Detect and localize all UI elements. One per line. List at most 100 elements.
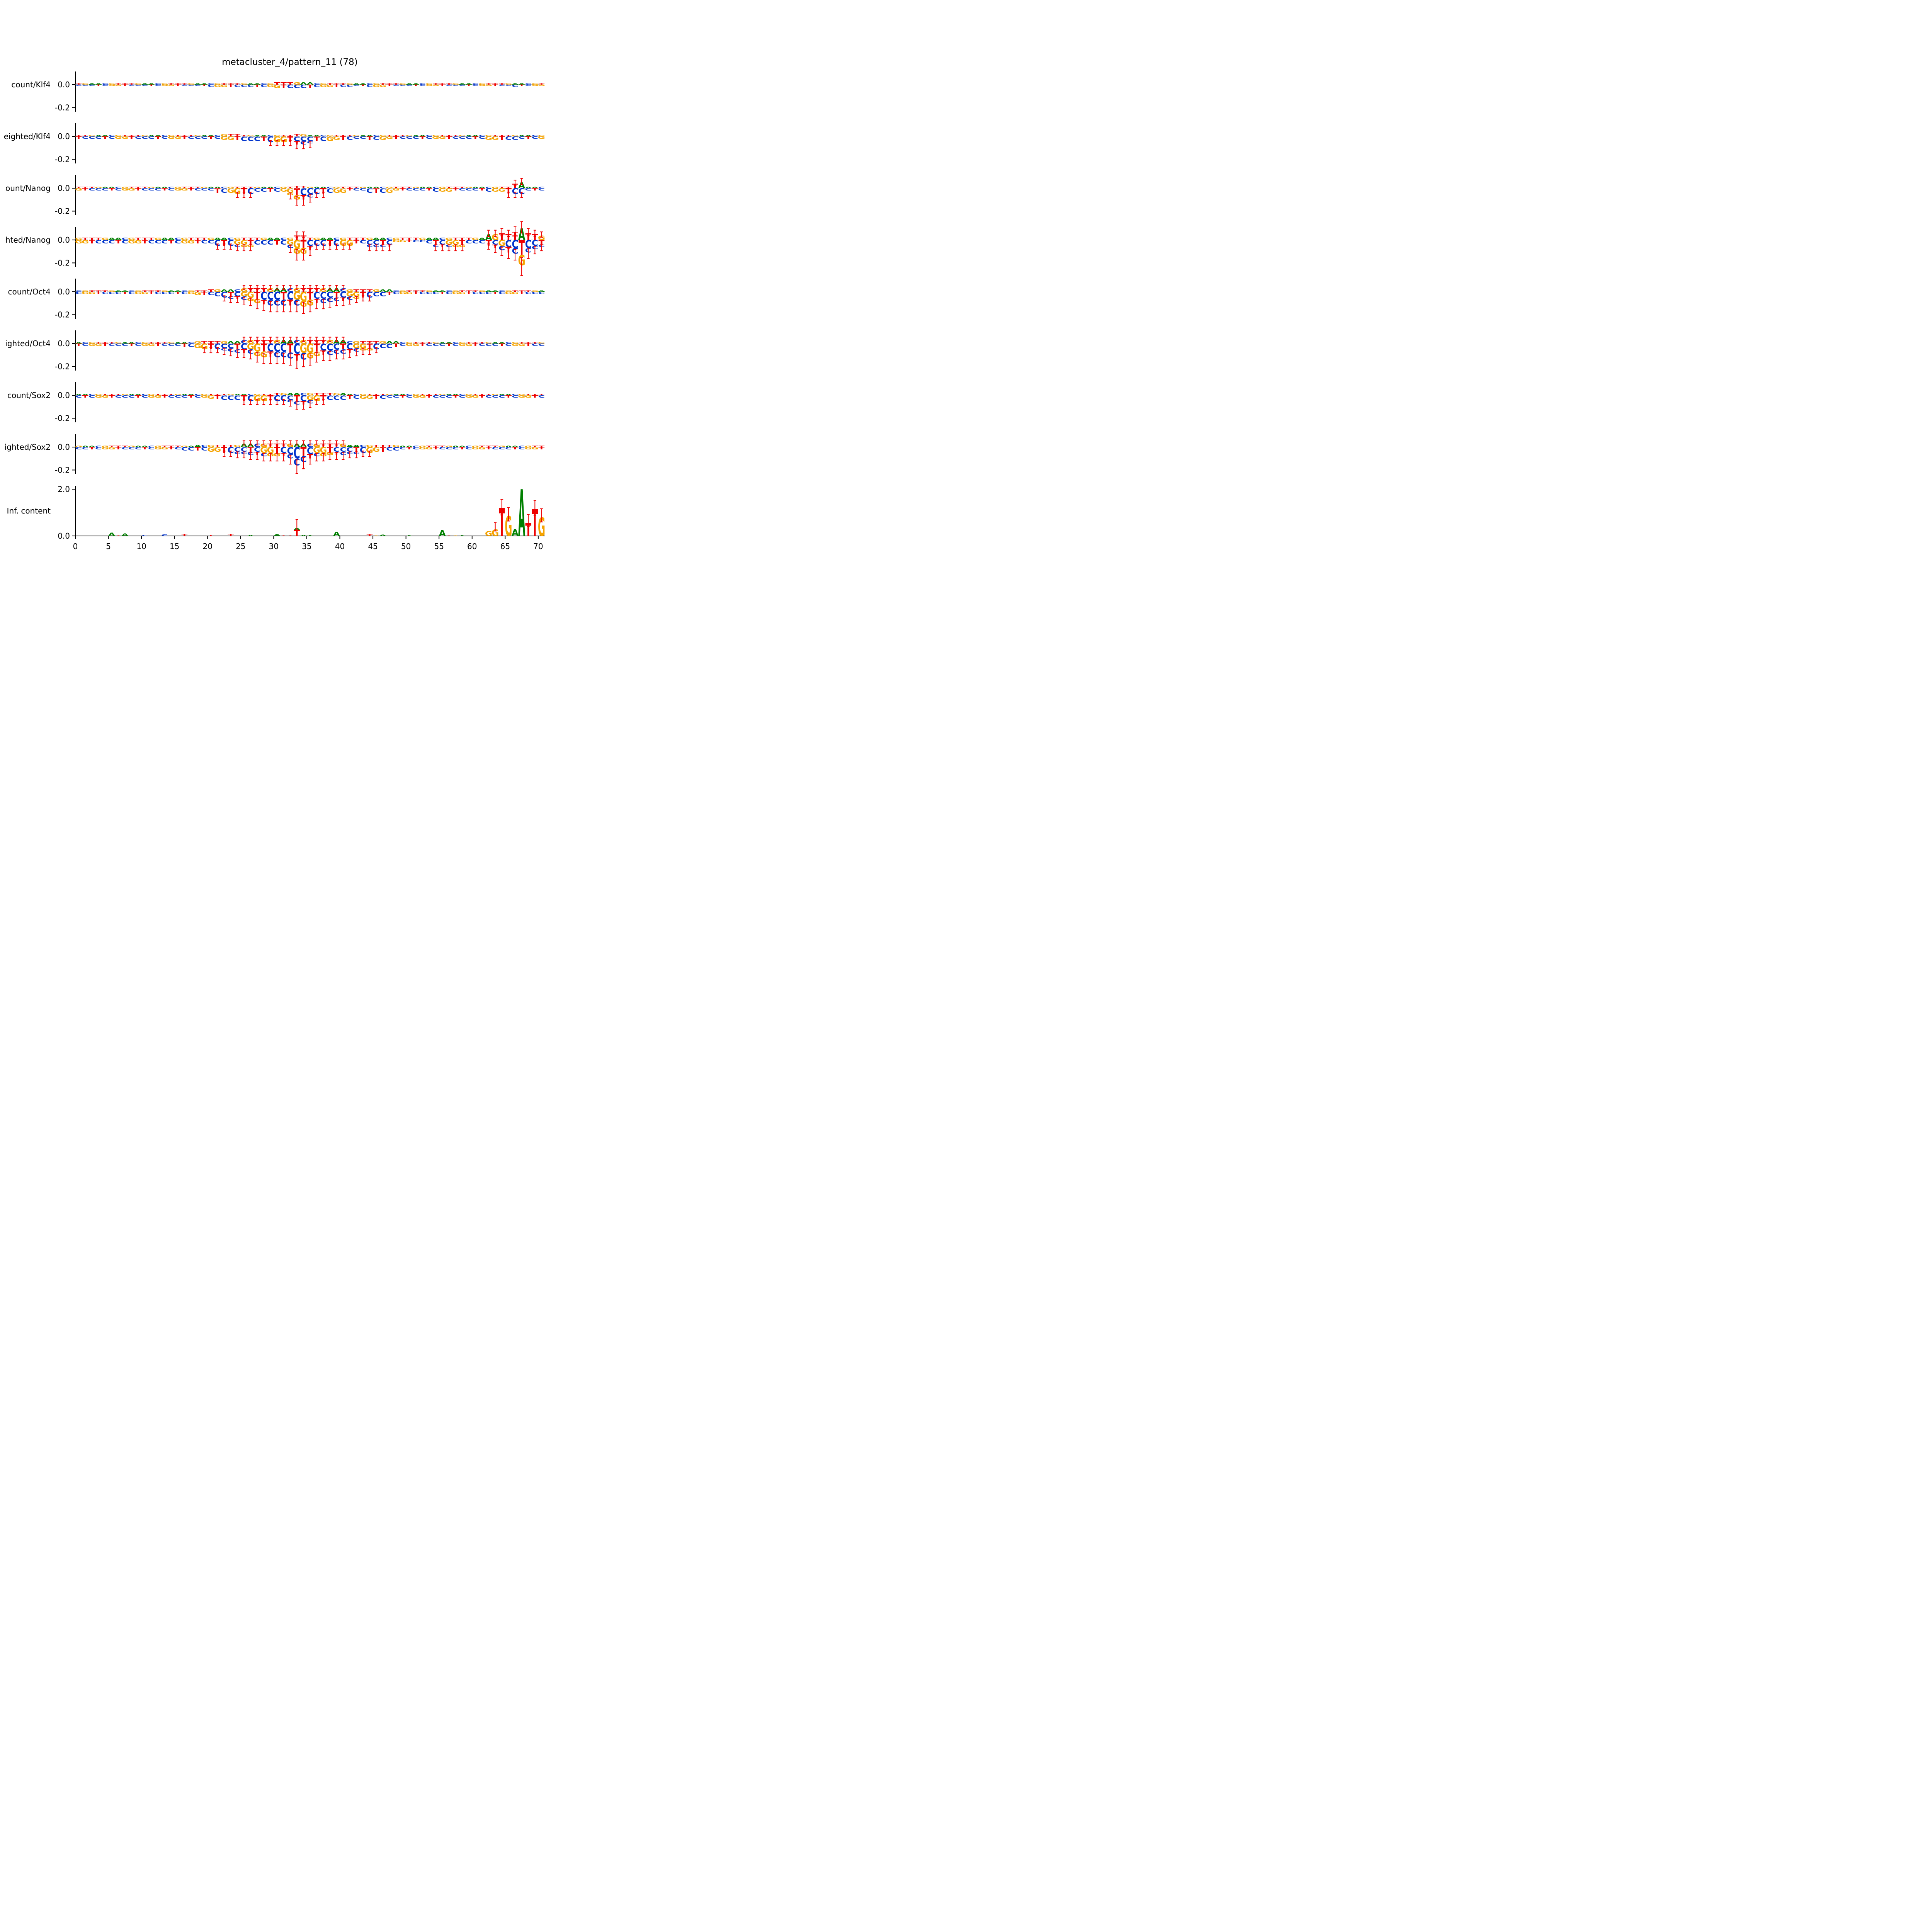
logo-letter-T: T xyxy=(208,136,214,139)
logo-letter-G: G xyxy=(267,446,274,455)
logo-letter-T: T xyxy=(406,290,413,292)
logo-letter-C: C xyxy=(313,187,320,196)
logo-letter-T: T xyxy=(413,84,419,86)
logo-letter-C: C xyxy=(214,290,221,298)
logo-letter-G: G xyxy=(379,341,386,344)
logo-letter-G: G xyxy=(346,83,354,85)
logo-letter-T: T xyxy=(472,343,478,347)
y-tick-label: 0.0 xyxy=(58,287,70,296)
logo-letter-G: G xyxy=(82,290,89,292)
logo-letter-A: A xyxy=(373,187,380,189)
logo-letter-C: C xyxy=(155,239,161,245)
logo-letter-G: G xyxy=(485,84,492,86)
logo-letter-A: A xyxy=(141,446,148,447)
logo-letter-T: T xyxy=(539,83,545,85)
logo-letter-T: T xyxy=(327,83,333,85)
logo-letter-G: G xyxy=(392,444,400,448)
logo-letter-G: G xyxy=(346,239,354,248)
logo-letter-T: T xyxy=(175,84,181,86)
logo-letter-G: G xyxy=(207,395,214,400)
logo-letter-T: T xyxy=(254,287,260,293)
logo-letter-C: C xyxy=(201,239,207,245)
logo-letter-G: G xyxy=(538,512,545,542)
logo-letter-A: A xyxy=(313,135,320,137)
logo-letter-A: A xyxy=(518,476,525,551)
logo-letter-T: T xyxy=(248,446,254,453)
logo-letter-T: T xyxy=(228,84,234,88)
logo-letter-T: T xyxy=(466,237,472,241)
logo-letter-G: G xyxy=(88,291,95,295)
logo-letter-C: C xyxy=(426,135,432,137)
logo-letter-A: A xyxy=(75,342,82,344)
logo-letter-G: G xyxy=(392,237,400,241)
logo-letter-T: T xyxy=(95,237,102,241)
logo-letter-T: T xyxy=(439,291,446,295)
logo-letter-A: A xyxy=(393,341,400,344)
y-tick-label: -0.2 xyxy=(55,362,70,371)
logo-letter-T: T xyxy=(261,339,267,345)
logo-letter-T: T xyxy=(181,534,187,537)
logo-letter-T: T xyxy=(426,394,433,396)
logo-letter-A: A xyxy=(512,527,519,538)
logo-letter-A: A xyxy=(407,535,412,536)
logo-letter-C: C xyxy=(228,239,234,248)
logo-letter-C: C xyxy=(155,188,161,191)
logo-letter-C: C xyxy=(406,395,413,398)
logo-letter-C: C xyxy=(260,238,267,246)
logo-letter-G: G xyxy=(379,135,386,137)
logo-letter-C: C xyxy=(88,84,95,86)
logo-letter-A: A xyxy=(115,237,122,241)
logo-letter-C: C xyxy=(353,84,360,86)
logo-letter-A: A xyxy=(234,341,241,344)
logo-letter-T: T xyxy=(254,290,261,301)
logo-letter-T: T xyxy=(446,136,452,139)
logo-letter-A: A xyxy=(274,237,281,241)
logo-letter-C: C xyxy=(207,239,214,245)
logo-letter-T: T xyxy=(117,535,120,536)
logo-letter-A: A xyxy=(446,394,452,396)
logo-letter-G: G xyxy=(75,237,82,241)
logo-letter-T: T xyxy=(446,343,452,347)
logo-letter-T: T xyxy=(307,287,313,293)
logo-letter-G: G xyxy=(273,84,281,89)
logo-letter-T: T xyxy=(320,394,327,403)
logo-letter-G: G xyxy=(439,187,446,193)
logo-letter-C: C xyxy=(155,291,161,295)
logo-letter-A: A xyxy=(525,135,532,137)
logo-letter-G: G xyxy=(452,291,459,295)
logo-letter-C: C xyxy=(505,136,512,141)
logo-letter-T: T xyxy=(195,187,201,189)
logo-letter-C: C xyxy=(260,83,267,85)
logo-letter-C: C xyxy=(519,187,525,196)
logo-letter-T: T xyxy=(320,443,327,448)
logo-letter-G: G xyxy=(518,395,526,398)
logo-letter-T: T xyxy=(486,447,492,450)
logo-letter-T: T xyxy=(135,188,141,191)
logo-letter-C: C xyxy=(538,291,545,295)
logo-letter-C: C xyxy=(194,136,201,139)
logo-letter-G: G xyxy=(214,446,221,453)
logo-letter-C: C xyxy=(472,188,479,191)
logo-letter-T: T xyxy=(148,290,155,292)
logo-letter-A: A xyxy=(478,187,485,189)
y-tick-label: 0.0 xyxy=(58,235,70,245)
logo-letter-C: C xyxy=(327,187,333,194)
y-tick-label: -0.2 xyxy=(55,258,70,267)
logo-letter-A: A xyxy=(419,135,426,137)
logo-letter-G: G xyxy=(472,446,479,447)
logo-letter-G: G xyxy=(115,135,122,137)
panel-label: count/Oct4 xyxy=(8,287,51,296)
logo-letter-A: A xyxy=(308,535,313,536)
logo-letter-T: T xyxy=(539,394,545,396)
y-tick-label: 0.0 xyxy=(58,531,70,541)
x-tick-label: 25 xyxy=(236,542,245,551)
logo-letter-C: C xyxy=(307,239,313,248)
logo-letter-A: A xyxy=(505,446,512,447)
logo-letter-A: A xyxy=(518,135,525,137)
logo-letter-T: T xyxy=(459,237,465,241)
logo-letter-A: A xyxy=(280,287,287,293)
x-tick-label: 0 xyxy=(73,542,78,551)
logo-letter-T: T xyxy=(148,237,155,241)
logo-letter-G: G xyxy=(280,135,287,144)
logo-letter-C: C xyxy=(313,239,320,248)
